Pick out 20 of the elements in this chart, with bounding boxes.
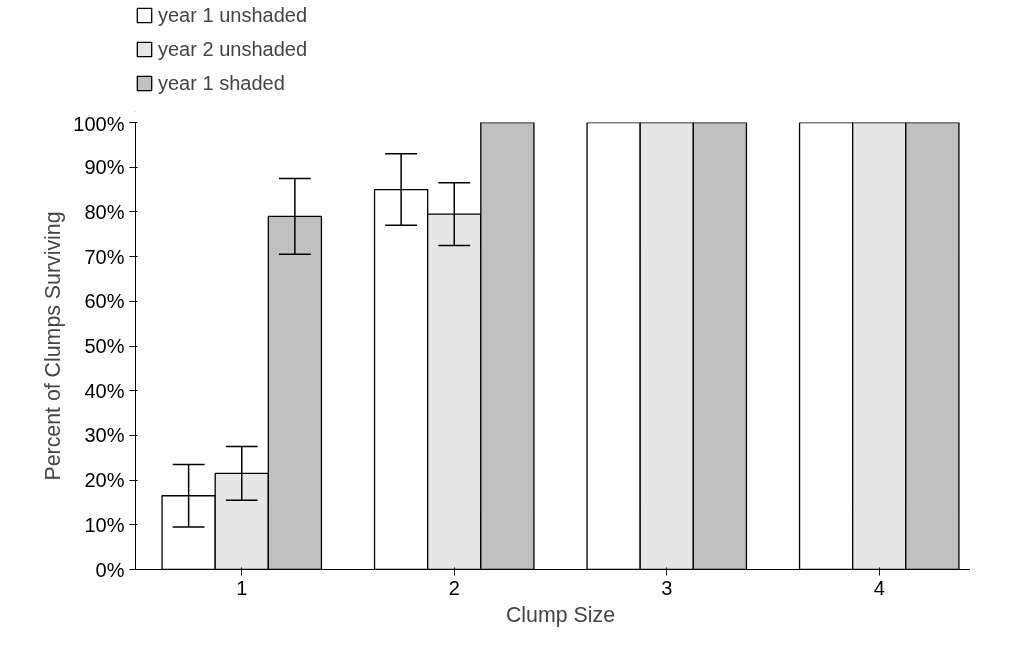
legend-label: year 1 shaded [158,70,285,96]
x-axis-title: Clump Size [505,602,616,627]
y-tick-label: 90% [84,156,125,179]
legend-label: year 1 unshaded [158,2,308,28]
y-axis-title: Percent of Clumps Surviving [41,211,66,481]
y-tick-label: 40% [84,379,125,402]
x-tick-label: 4 [873,576,885,599]
y-tick-label: 20% [84,469,125,492]
y-tick-label: 80% [84,200,125,223]
x-tick-label: 2 [448,576,460,599]
y-tick-label: 50% [84,335,125,357]
legend-label: year 2 unshaded [158,36,308,62]
y-tick-label: 60% [84,290,125,313]
y-tick-label: 30% [84,424,125,447]
y-tick-label: 70% [84,245,125,268]
y-tick-label: 100% [73,112,125,135]
y-tick-label: 0% [95,558,125,581]
x-tick-label: 1 [236,576,248,599]
y-tick-label: 10% [84,513,125,536]
x-tick-label: 3 [661,576,673,599]
